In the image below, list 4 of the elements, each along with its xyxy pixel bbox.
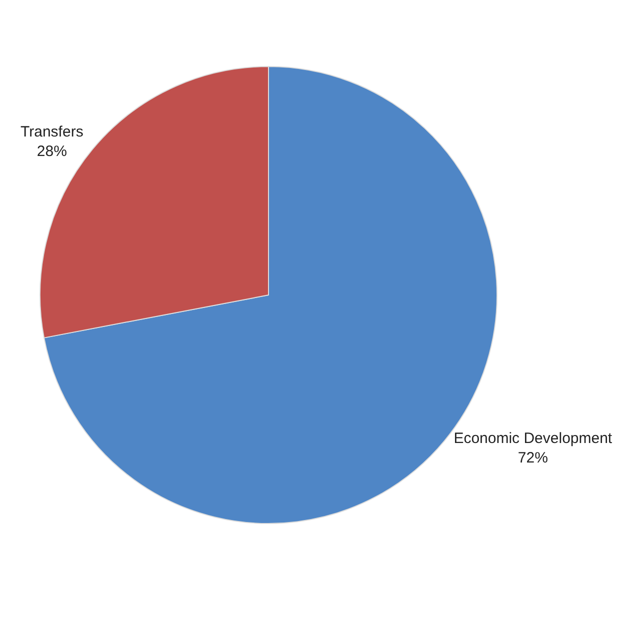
slice-label: Economic Development — [454, 430, 613, 447]
slice-label: Transfers — [20, 124, 84, 141]
data-label: 72% — [518, 449, 548, 466]
data-label: 28% — [36, 143, 67, 160]
